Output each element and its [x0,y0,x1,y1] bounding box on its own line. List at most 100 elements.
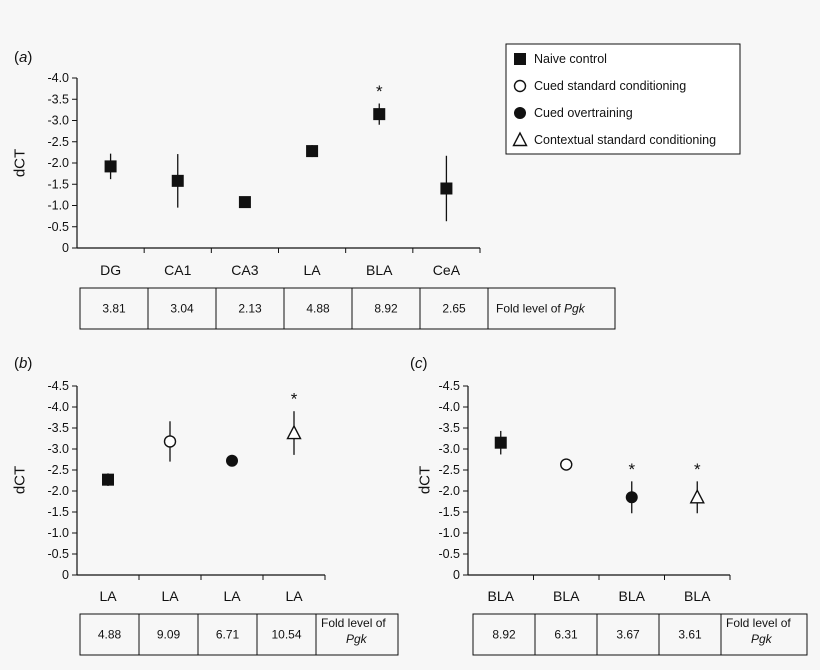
table-label: Fold level of [726,616,791,630]
significance-marker: * [291,390,298,409]
legend-marker [513,79,527,93]
x-tick-label: BLA [488,588,515,604]
legend: Naive control Cued standard conditioning C… [505,43,741,155]
panel-a: (a) dCT -4.0 -3.5 -3.0 -2.5 -2.0 -1.5 -1.0 -0.5 0 D… [12,49,616,330]
legend-marker [514,107,526,119]
data-point [104,160,117,173]
y-tick-label: -4.0 [47,71,69,85]
y-tick-label: -2.5 [438,463,460,477]
y-tick-label: -4.5 [47,379,69,393]
y-tick-label: -2.0 [47,484,69,498]
y-tick-label: -4.5 [438,379,460,393]
y-tick-label: -0.5 [438,547,460,561]
y-axis-label: dCT [417,466,434,494]
table-label: Fold level of Pgk [496,302,586,316]
data-point [560,458,573,471]
y-tick-label: -0.5 [47,547,69,561]
panel-label: (c) [410,355,428,372]
fold-table [79,287,616,330]
data-point [238,196,251,209]
y-tick-label: -2.5 [47,463,69,477]
significance-marker: * [628,460,635,479]
y-tick-label: 0 [62,568,69,582]
y-tick-label: 0 [62,241,69,255]
x-tick-label: LA [304,262,322,278]
table-cell: 9.09 [157,628,181,642]
panel-c: (c) dCT -4.5 -4.0 -3.5 -3.0 -2.5 -2.0 -1.5 -1.0 -0… [410,355,808,656]
y-tick-label: -2.0 [438,484,460,498]
table-cell: 6.71 [216,628,240,642]
legend-label: Contextual standard conditioning [534,133,716,147]
legend-box [505,43,741,155]
table-cell: 2.13 [238,302,262,316]
panel-label: (b) [14,355,32,372]
x-tick-label: BLA [553,588,580,604]
table-cell: 4.88 [306,302,330,316]
table-cell: 10.54 [271,628,301,642]
x-tick-label: LA [285,588,303,604]
x-tick-label: LA [223,588,241,604]
table-cell: 3.61 [678,628,702,642]
y-tick-label: -3.5 [438,421,460,435]
x-tick-label: CA1 [164,262,191,278]
y-tick-label: -2.0 [47,156,69,170]
data-point [689,488,705,504]
data-point [286,424,302,440]
data-point [373,108,386,121]
legend-marker [512,131,528,147]
y-tick-label: -2.5 [47,135,69,149]
significance-marker: * [376,82,383,101]
table-label-italic: Pgk [751,632,773,646]
x-tick-label: BLA [684,588,711,604]
table-cell: 2.65 [442,302,466,316]
data-point [625,491,638,504]
table-label-italic: Pgk [346,632,368,646]
y-tick-label: -3.0 [47,442,69,456]
fold-table [79,613,399,656]
data-point [163,435,177,448]
y-tick-label: -1.0 [47,199,69,213]
y-tick-label: -1.5 [438,505,460,519]
table-label: Fold level of [321,616,386,630]
y-tick-label: 0 [453,568,460,582]
y-tick-label: -3.0 [47,114,69,128]
table-cell: 3.81 [102,302,126,316]
x-tick-label: BLA [619,588,646,604]
y-tick-label: -3.5 [47,92,69,106]
y-tick-label: -1.0 [438,526,460,540]
panel-label: (a) [14,49,32,66]
table-cell: 3.67 [616,628,640,642]
x-tick-label: DG [100,262,121,278]
x-tick-label: BLA [366,262,393,278]
data-point [306,145,319,158]
y-tick-label: -0.5 [47,220,69,234]
data-point [102,473,114,486]
table-cell: 8.92 [492,628,516,642]
y-tick-label: -1.5 [47,177,69,191]
y-axis-label: dCT [12,466,29,494]
y-tick-label: -4.0 [438,400,460,414]
data-point [440,182,453,195]
x-tick-label: LA [161,588,179,604]
x-tick-label: CA3 [231,262,258,278]
x-tick-label: LA [99,588,117,604]
x-tick-label: CeA [433,262,461,278]
panel-b: (b) dCT -4.5 -4.0 -3.5 -3.0 -2.5 -2.0 -1.5 -1.0 -0… [12,355,399,656]
legend-marker [514,53,526,65]
y-tick-label: -1.0 [47,526,69,540]
table-cell: 4.88 [98,628,122,642]
data-point [494,436,507,449]
legend-label: Naive control [534,52,607,66]
table-cell: 8.92 [374,302,398,316]
significance-marker: * [694,460,701,479]
fold-table [472,613,808,656]
y-tick-label: -4.0 [47,400,69,414]
data-point [226,454,238,467]
y-tick-label: -1.5 [47,505,69,519]
table-cell: 6.31 [554,628,578,642]
y-axis-label: dCT [12,149,29,177]
data-point [171,174,184,187]
table-cell: 3.04 [170,302,194,316]
y-tick-label: -3.0 [438,442,460,456]
